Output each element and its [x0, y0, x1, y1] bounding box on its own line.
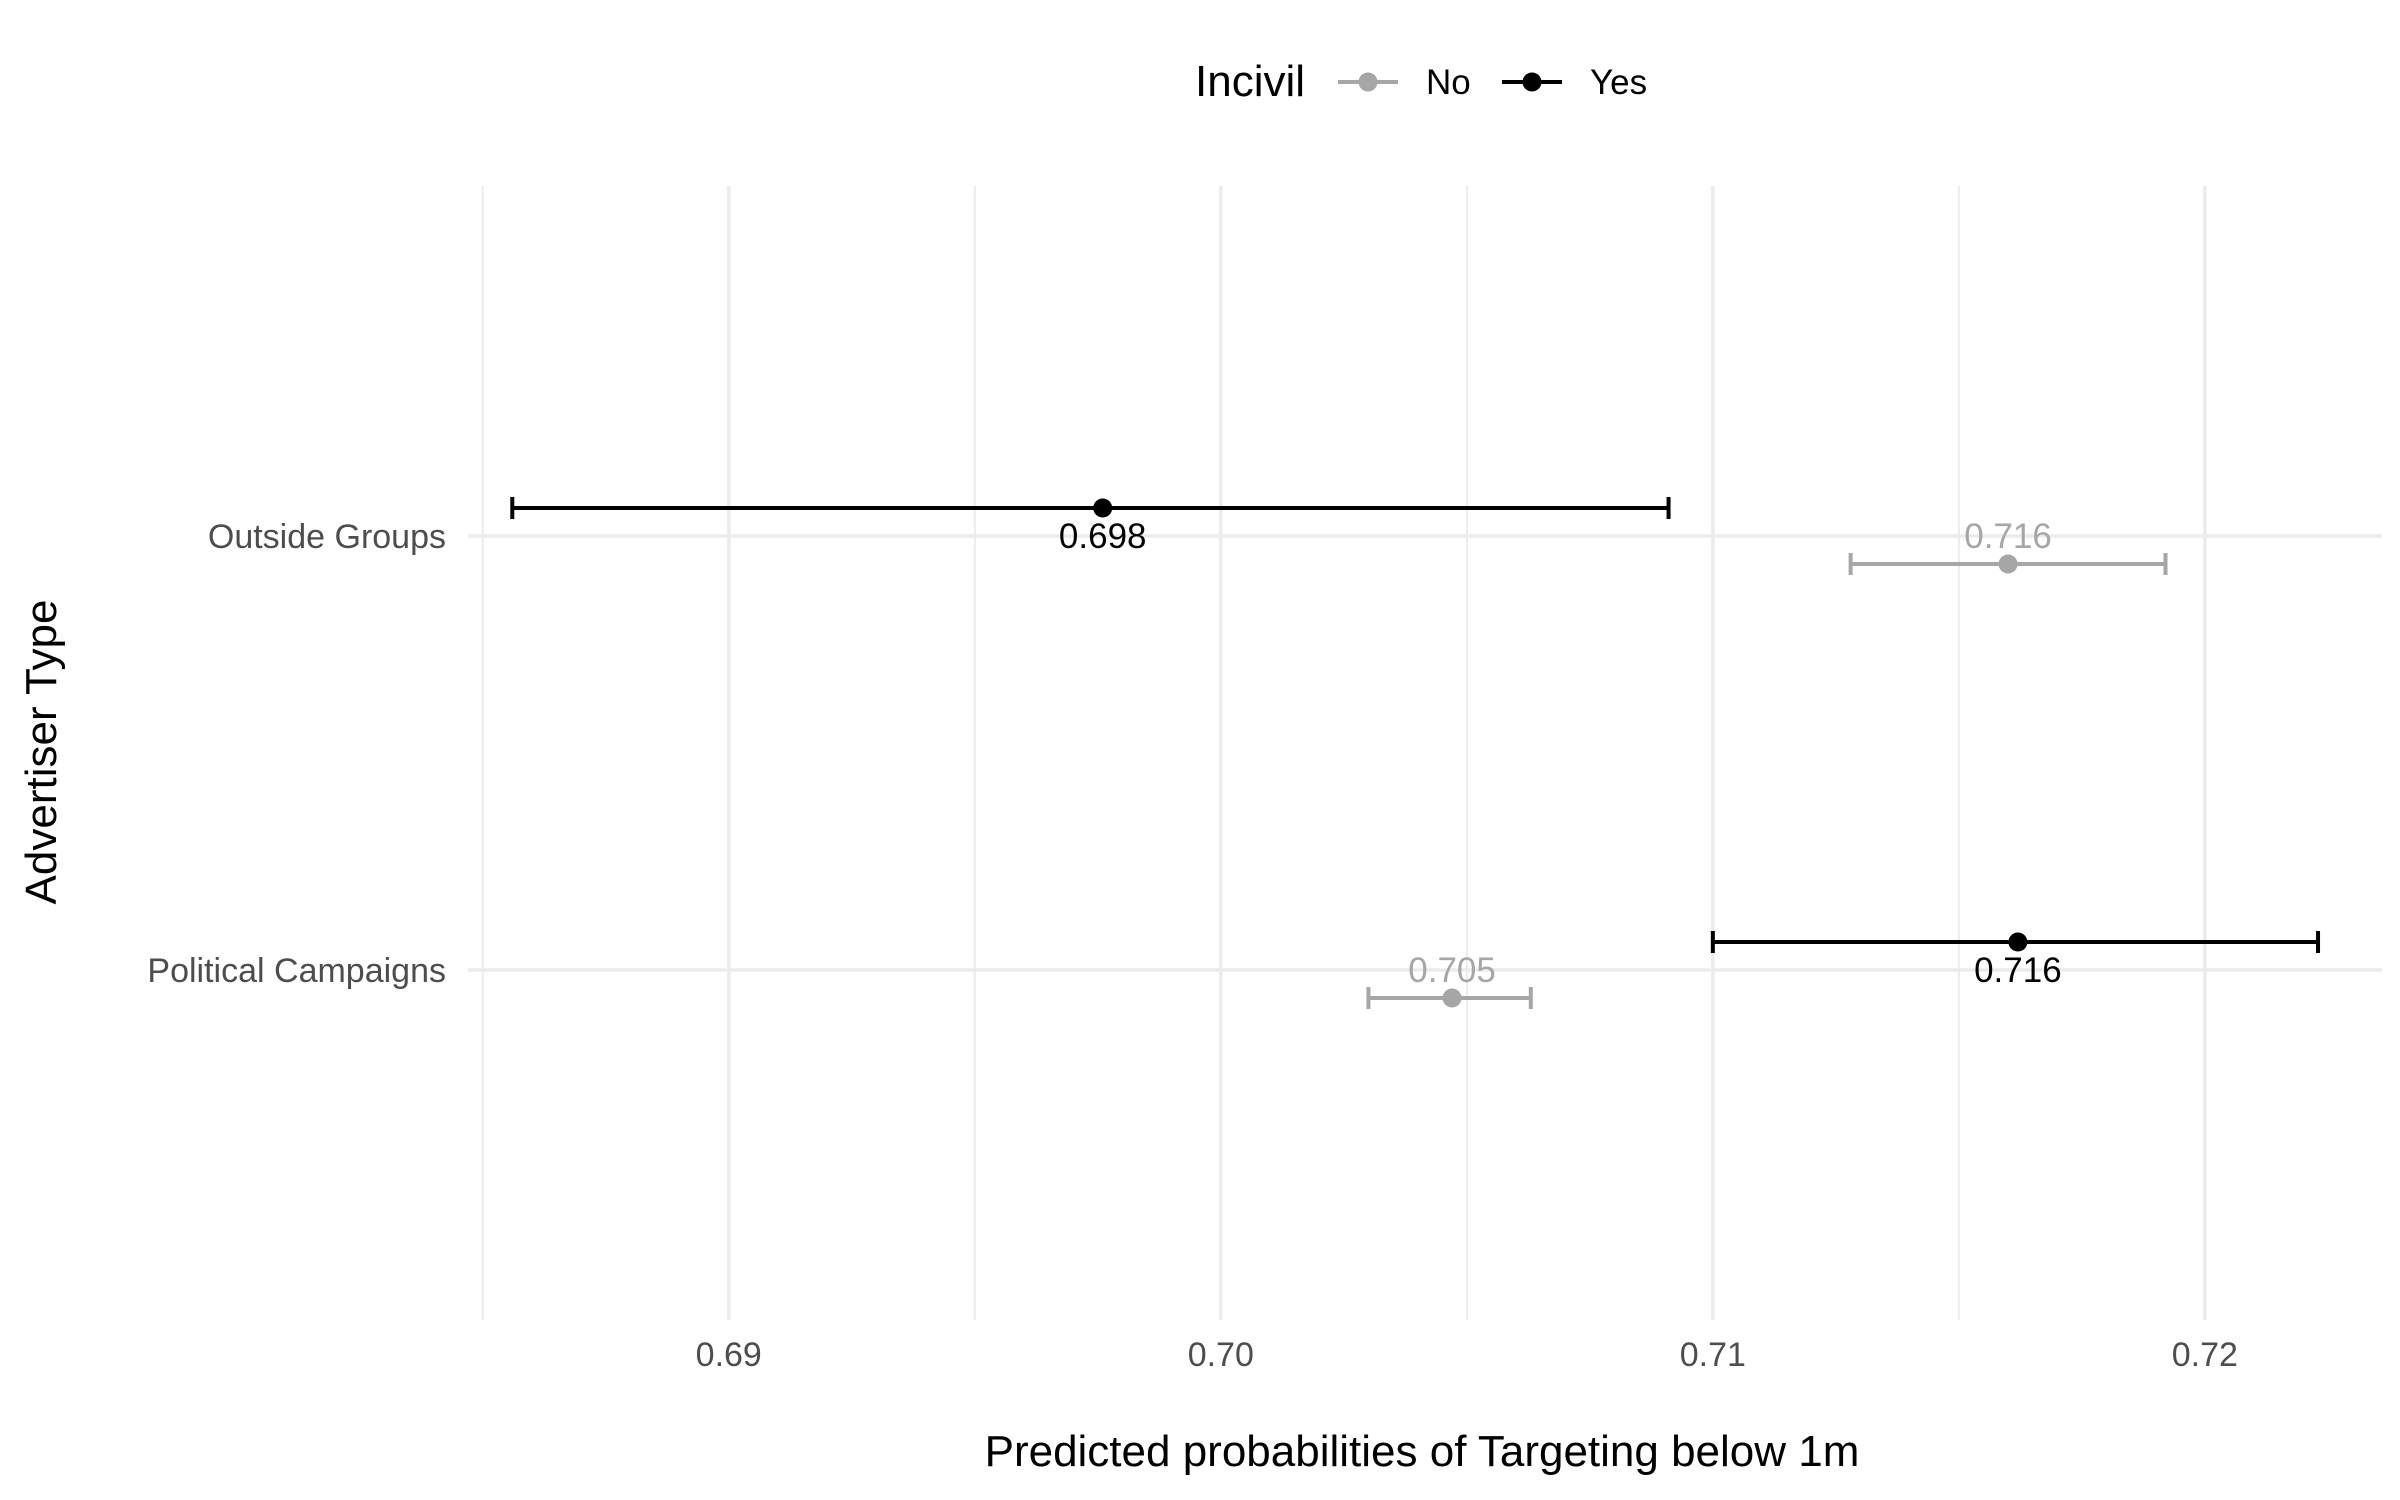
series-no: 0.716 0.705 — [1366, 517, 2168, 1009]
series-yes: 0.698 0.716 — [510, 497, 2321, 990]
legend-key-point — [1358, 72, 1378, 92]
y-axis-title: Advertiser Type — [17, 600, 66, 905]
point-estimate — [1998, 554, 2018, 574]
x-axis-title: Predicted probabilities of Targeting bel… — [985, 1427, 1860, 1476]
y-tick-label: Outside Groups — [208, 518, 446, 556]
legend-item-yes: Yes — [1502, 63, 1647, 102]
data-label: 0.705 — [1408, 951, 1496, 990]
legend-key-point — [1522, 72, 1542, 92]
axes: Predicted probabilities of Targeting bel… — [17, 518, 2238, 1476]
legend-label: Yes — [1590, 63, 1647, 102]
data-label: 0.716 — [1974, 951, 2062, 990]
legend-title: Incivil — [1195, 57, 1305, 106]
legend-label: No — [1426, 63, 1471, 102]
point-estimate — [2008, 932, 2028, 952]
legend-item-no: No — [1338, 63, 1471, 102]
data-label: 0.698 — [1059, 517, 1147, 556]
x-tick-label: 0.72 — [2172, 1336, 2238, 1374]
x-tick-label: 0.71 — [1680, 1336, 1746, 1374]
grid — [468, 186, 2382, 1320]
data-label: 0.716 — [1964, 517, 2052, 556]
y-tick-label: Political Campaigns — [147, 952, 446, 990]
point-estimate — [1093, 498, 1113, 518]
point-estimate — [1442, 988, 1462, 1008]
x-tick-label: 0.69 — [696, 1336, 762, 1374]
x-tick-label: 0.70 — [1188, 1336, 1254, 1374]
legend: Incivil No Yes — [1195, 57, 1647, 106]
series-layer: 0.716 0.705 0.698 0.716 — [510, 497, 2321, 1009]
